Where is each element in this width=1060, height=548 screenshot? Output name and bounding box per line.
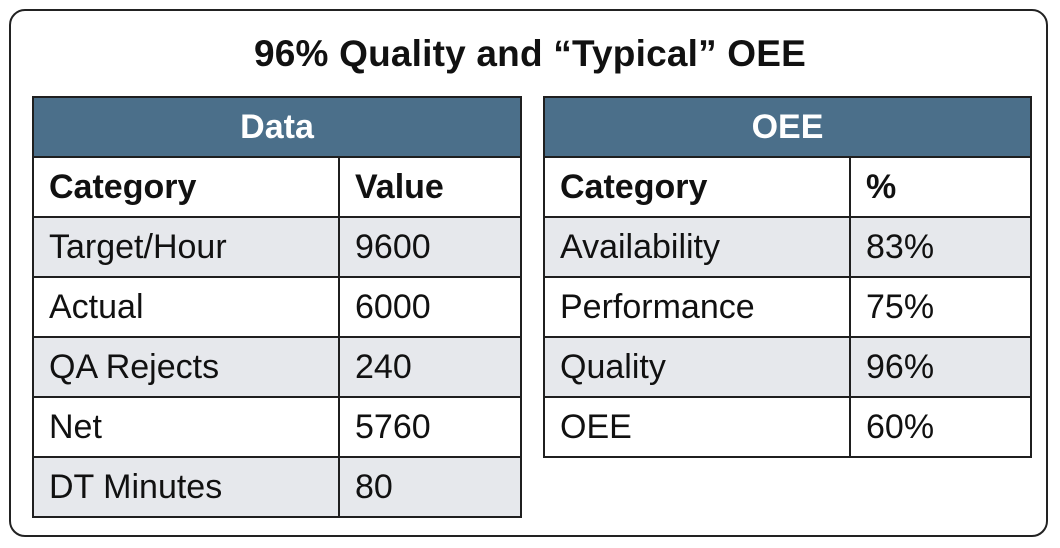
table-cell: 96% <box>849 336 1032 398</box>
table-cell: Availability <box>543 216 851 278</box>
table-cell: QA Rejects <box>32 336 340 398</box>
oee-table-banner: OEE <box>543 96 1032 158</box>
table-cell: 60% <box>849 396 1032 458</box>
table-row: OEE 60% <box>543 396 1032 458</box>
table-cell: Performance <box>543 276 851 338</box>
figure-title: 96% Quality and “Typical” OEE <box>253 33 807 74</box>
table-cell: Net <box>32 396 340 458</box>
column-header: % <box>849 156 1032 218</box>
table-cell: 5760 <box>337 396 523 458</box>
data-table-banner: Data <box>31 96 523 158</box>
table-cell: Target/Hour <box>32 216 340 278</box>
table-cell: 83% <box>849 216 1032 278</box>
table-header-row: Category Value <box>32 156 523 218</box>
column-header: Value <box>337 156 523 218</box>
table-row: Availability 83% <box>543 216 1032 278</box>
table-cell: Actual <box>32 276 340 338</box>
table-header-row: Category % <box>543 156 1032 218</box>
table-row: Target/Hour 9600 <box>32 216 523 278</box>
table-row: DT Minutes 80 <box>32 456 523 518</box>
table-row: Quality 96% <box>543 336 1032 398</box>
table-cell: DT Minutes <box>32 456 340 518</box>
table-cell: OEE <box>543 396 851 458</box>
table-cell: 6000 <box>337 276 523 338</box>
column-header: Category <box>32 156 340 218</box>
table-row: Actual 6000 <box>32 276 523 338</box>
table-cell: 9600 <box>337 216 523 278</box>
column-header: Category <box>543 156 851 218</box>
table-cell: 75% <box>849 276 1032 338</box>
data-table: Data Category Value Target/Hour 9600 Act… <box>31 96 523 518</box>
table-cell: 80 <box>337 456 523 518</box>
table-row: Performance 75% <box>543 276 1032 338</box>
oee-table: OEE Category % Availability 83% Performa… <box>543 96 1032 458</box>
table-row: Net 5760 <box>32 396 523 458</box>
table-cell: Quality <box>543 336 851 398</box>
figure-frame <box>9 9 1048 537</box>
table-cell: 240 <box>337 336 523 398</box>
table-row: QA Rejects 240 <box>32 336 523 398</box>
